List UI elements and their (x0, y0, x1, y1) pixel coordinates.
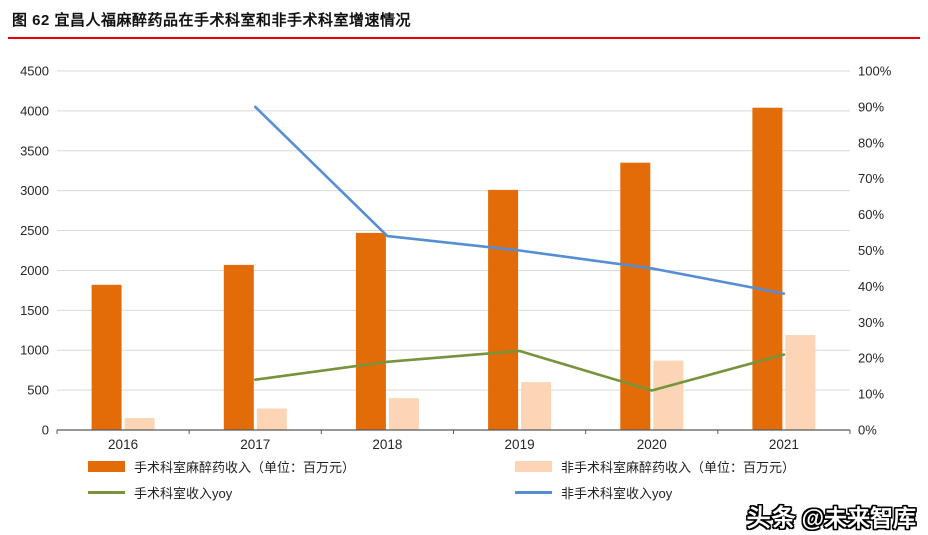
svg-text:100%: 100% (858, 64, 892, 79)
legend-swatch-surgery-yoy (88, 490, 125, 494)
svg-text:40%: 40% (858, 279, 884, 294)
svg-text:30%: 30% (858, 315, 884, 330)
toutiao-logo: 头条 (746, 505, 797, 532)
svg-text:60%: 60% (858, 207, 884, 222)
bar (124, 418, 155, 430)
legend-row-bars: 手术科室麻醉药收入（单位：百万元） 非手术科室麻醉药收入（单位：百万元） (0, 453, 928, 479)
legend-swatch-nonsurgery-yoy (515, 490, 552, 494)
legend-swatch-nonsurgery-revenue (515, 460, 552, 472)
bar (355, 232, 386, 430)
bar (91, 284, 122, 430)
svg-text:3500: 3500 (20, 143, 49, 158)
watermark: 头条 @未来智库 (747, 498, 916, 533)
bar (653, 360, 684, 430)
svg-text:2021: 2021 (769, 437, 799, 451)
svg-text:2019: 2019 (505, 437, 535, 451)
chart-area: 0 500 1000 1500 2000 2500 3000 3500 4000 4500 0% 10… (0, 41, 928, 505)
combo-chart-svg: 0 500 1000 1500 2000 2500 3000 3500 4000 4500 0% 10… (20, 64, 892, 452)
line-series (254, 105, 786, 295)
svg-text:50%: 50% (858, 243, 884, 258)
svg-text:20%: 20% (858, 351, 884, 366)
svg-text:90%: 90% (858, 99, 884, 114)
svg-text:2000: 2000 (20, 263, 49, 278)
svg-text:2500: 2500 (20, 223, 49, 238)
bar (388, 398, 419, 430)
svg-text:2016: 2016 (108, 437, 138, 451)
svg-text:500: 500 (27, 383, 49, 398)
svg-text:1000: 1000 (20, 343, 49, 358)
bar (521, 382, 552, 430)
legend-item-surgery-revenue: 手术科室麻醉药收入（单位：百万元） (88, 457, 515, 476)
bar (223, 264, 254, 430)
svg-text:3000: 3000 (20, 183, 49, 198)
svg-text:4000: 4000 (20, 103, 49, 118)
svg-text:1500: 1500 (20, 303, 49, 318)
svg-text:2020: 2020 (637, 437, 667, 451)
bar (752, 107, 783, 430)
legend-item-surgery-yoy: 手术科室收入yoy (88, 483, 515, 502)
svg-text:70%: 70% (858, 171, 884, 186)
legend-row-lines: 手术科室收入yoy 非手术科室收入yoy (0, 479, 928, 505)
bar (785, 335, 816, 430)
legend-label-surgery-yoy: 手术科室收入yoy (134, 485, 233, 501)
svg-text:10%: 10% (858, 387, 884, 402)
svg-text:2017: 2017 (240, 437, 270, 451)
bar (488, 189, 519, 430)
watermark-handle: @未来智库 (801, 505, 916, 531)
svg-text:0: 0 (42, 423, 49, 438)
legend-item-nonsurgery-yoy: 非手术科室收入yoy (515, 483, 672, 502)
legend-label-surgery-revenue: 手术科室麻醉药收入（单位：百万元） (134, 459, 356, 475)
bar (256, 408, 287, 430)
svg-text:80%: 80% (858, 135, 884, 150)
figure-header: 图 62 宜昌人福麻醉药品在手术科室和非手术科室增速情况 (8, 0, 920, 39)
svg-text:4500: 4500 (20, 64, 49, 79)
legend-swatch-surgery-revenue (88, 460, 125, 472)
svg-text:0%: 0% (858, 423, 877, 438)
figure-title: 图 62 宜昌人福麻醉药品在手术科室和非手术科室增速情况 (12, 12, 412, 29)
legend-label-nonsurgery-revenue: 非手术科室麻醉药收入（单位：百万元） (561, 459, 796, 475)
legend-item-nonsurgery-revenue: 非手术科室麻醉药收入（单位：百万元） (515, 457, 795, 476)
svg-text:2018: 2018 (372, 437, 402, 451)
line-series (254, 349, 786, 392)
chart-legend: 手术科室麻醉药收入（单位：百万元） 非手术科室麻醉药收入（单位：百万元） 手术科… (0, 453, 928, 505)
legend-label-nonsurgery-yoy: 非手术科室收入yoy (561, 485, 673, 501)
